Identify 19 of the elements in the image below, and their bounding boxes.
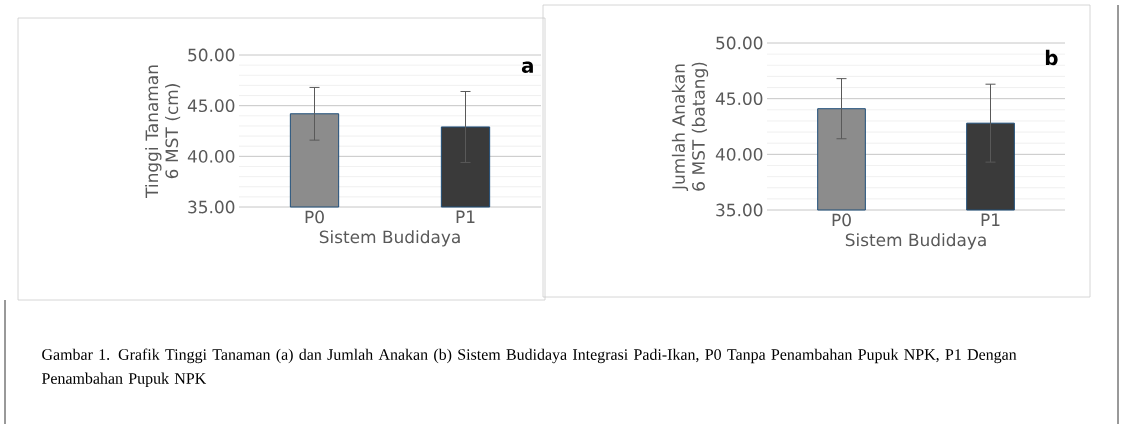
x-tick-label: P1 (981, 213, 1000, 226)
annotation: b (1045, 49, 1058, 66)
y-tick-label: 45.00 (187, 99, 235, 113)
y-tick-label: 35.00 (188, 200, 235, 214)
y-tick-label: 35.00 (716, 203, 763, 217)
x-tick-label: P0 (305, 210, 324, 224)
y-tick-label: 50.00 (188, 48, 235, 62)
x-axis-title: Sistem Budidaya (845, 233, 986, 250)
annotation: a (521, 61, 533, 74)
y-tick-label: 50.00 (716, 36, 763, 50)
x-axis-title: Sistem Budidaya (319, 230, 460, 247)
y-axis-title: Tinggi Tanaman 6 MST (cm) (145, 65, 181, 198)
y-tick-label: 45.00 (715, 92, 763, 106)
y-tick-label: 40.00 (187, 149, 235, 163)
y-tick-label: 40.00 (715, 147, 763, 161)
text: Gambar 1. Grafik Tinggi Tanaman (a) dan Jumlah Anakan (b) Sistem Budidaya Integrasi Padi-Ikan, P0 Tanpa Penambahan Pupuk NPK, P1 Dengan Penambahan Pupuk NPK (41, 348, 1017, 388)
x-tick-label: P1 (456, 210, 475, 223)
x-tick-label: P0 (832, 213, 851, 227)
y-axis-title: Jumlah Anakan 6 MST (batang) (671, 62, 709, 191)
